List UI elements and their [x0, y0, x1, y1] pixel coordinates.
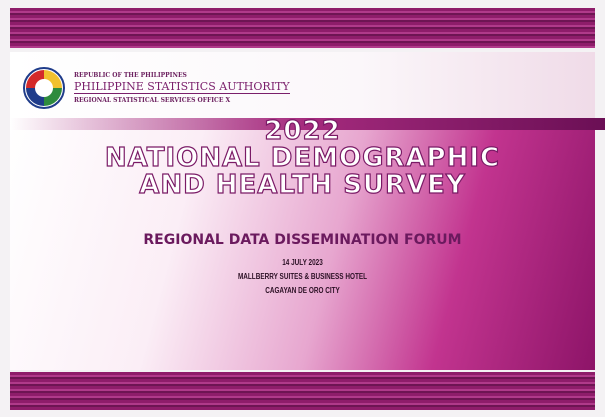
- logo: [22, 66, 66, 110]
- event-name: REGIONAL DATA DISSEMINATION FORUM: [0, 232, 605, 248]
- event-city: CAGAYAN DE ORO CITY: [61, 286, 545, 295]
- event-venue: MALLBERRY SUITES & BUSINESS HOTEL: [61, 272, 545, 281]
- office: REGIONAL STATISTICAL SERVICES OFFICE X: [74, 97, 230, 104]
- event-date: 14 JULY 2023: [61, 258, 545, 267]
- title-year: 2022: [0, 116, 605, 146]
- title-line1: NATIONAL DEMOGRAPHIC: [0, 143, 605, 173]
- republic: REPUBLIC OF THE PHILIPPINES: [74, 72, 187, 79]
- title-line2: AND HEALTH SURVEY: [0, 170, 605, 200]
- banner: REPUBLIC OF THE PHILIPPINES PHILIPPINE S…: [0, 0, 605, 417]
- agency: PHILIPPINE STATISTICS AUTHORITY: [74, 80, 290, 94]
- top-stripes: [10, 8, 595, 48]
- bottom-stripes: [10, 372, 595, 410]
